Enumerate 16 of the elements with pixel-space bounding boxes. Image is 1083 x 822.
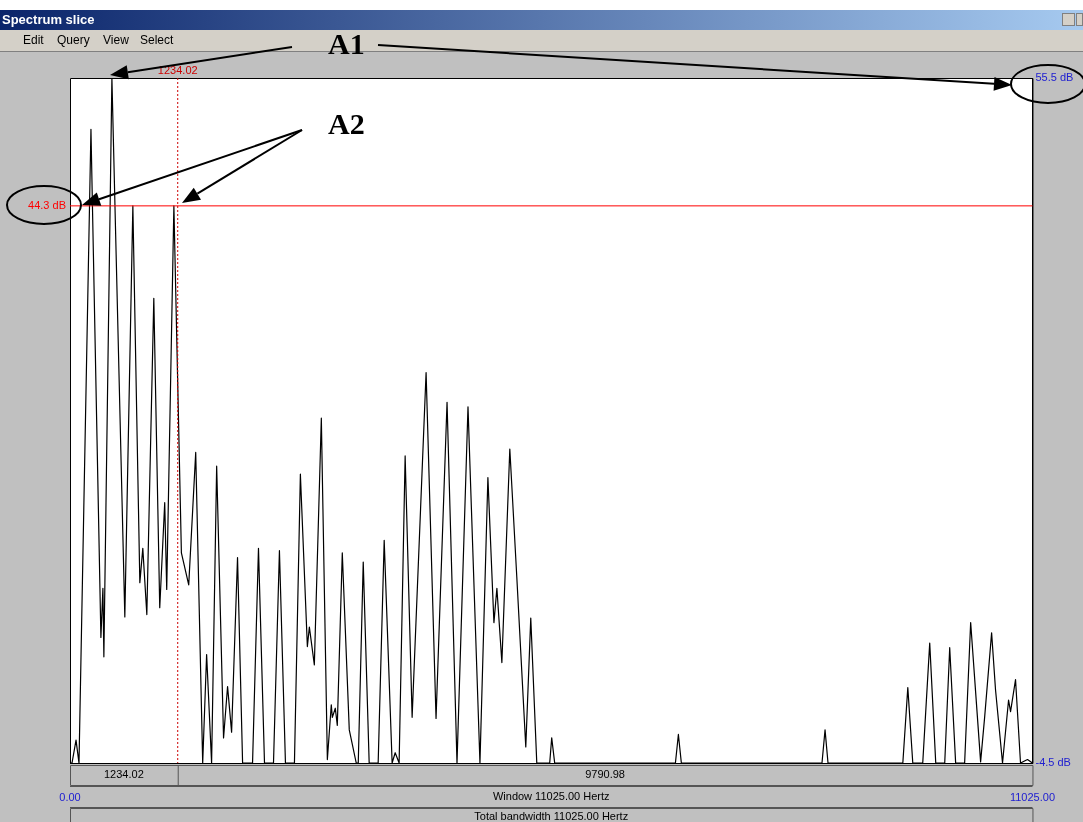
text: Edit <box>23 33 45 48</box>
x-tick-label: 0.00 <box>59 790 81 803</box>
x-tick-label: 11025.00 <box>1009 790 1056 803</box>
ref-line-label: 44.3 dB <box>28 198 66 211</box>
text: Query <box>57 33 90 48</box>
text: Select <box>140 33 175 48</box>
text: A1 <box>328 26 365 60</box>
text: 9790.98 <box>585 768 625 781</box>
chart-title: Spectrum slice <box>1 12 95 27</box>
annotation: A2 <box>328 106 365 140</box>
text: Window 11025.00 Hertz <box>492 790 610 803</box>
text: View <box>103 33 130 48</box>
y-tick-label: 55.5 dB <box>1035 71 1074 84</box>
text: Total bandwidth 11025.00 Hertz <box>474 810 629 822</box>
text: 1234.02 <box>103 768 144 781</box>
y-tick-label: -4.5 dB <box>1035 756 1071 769</box>
